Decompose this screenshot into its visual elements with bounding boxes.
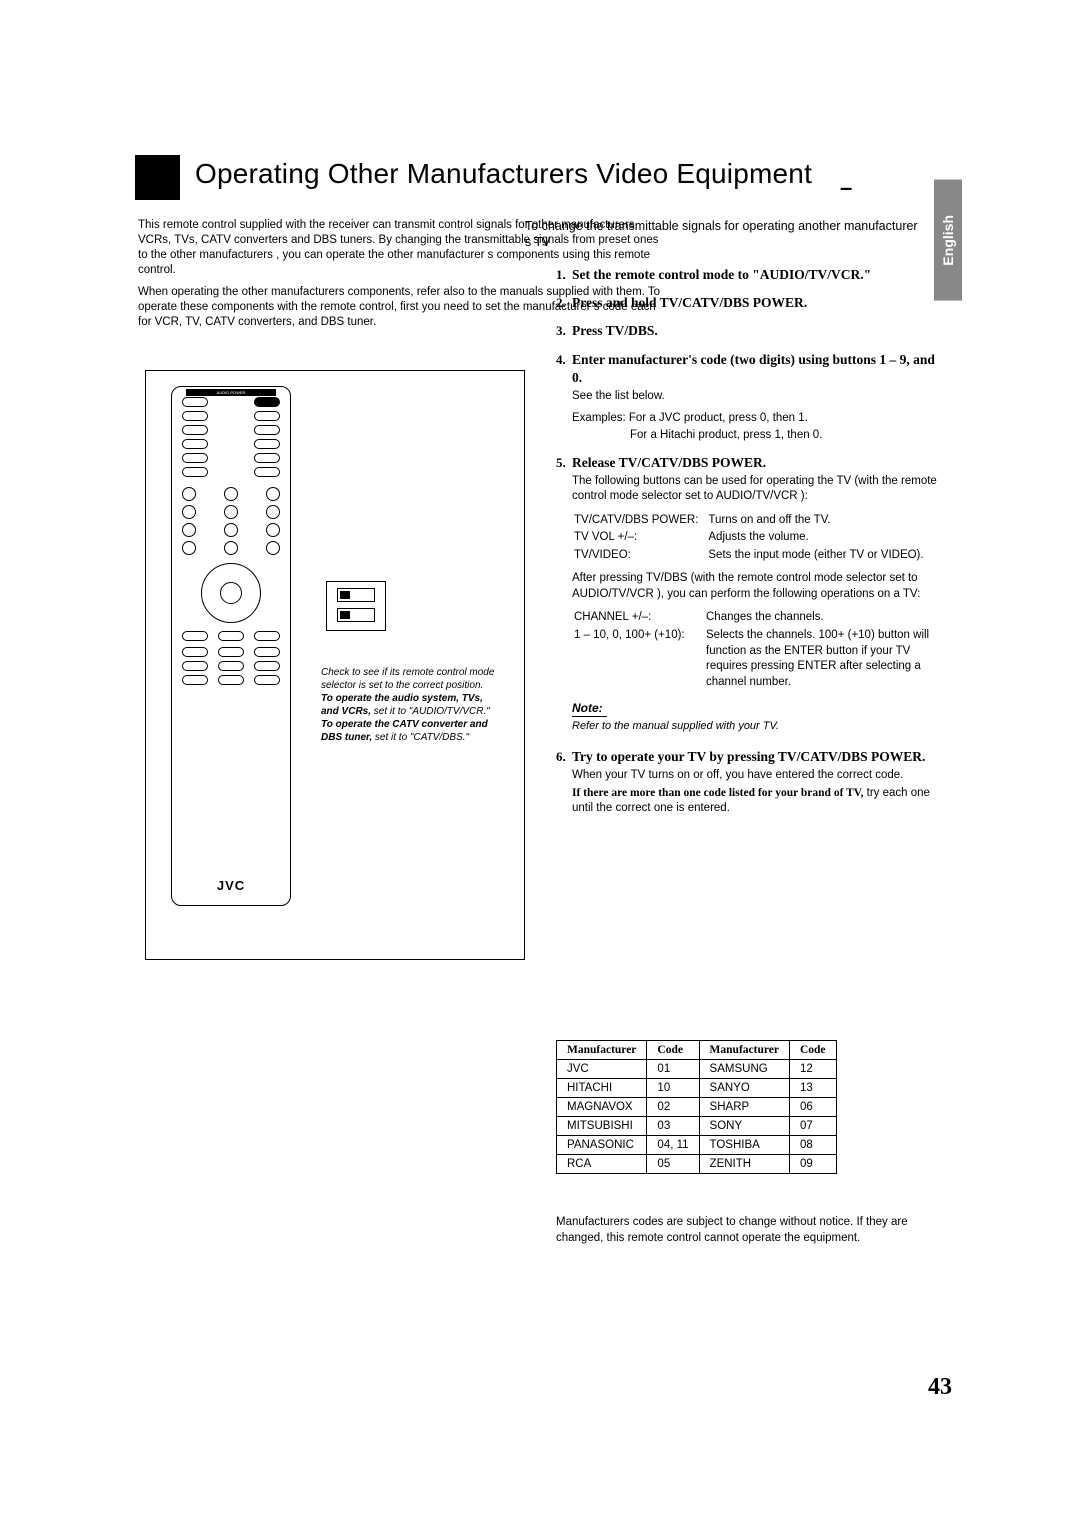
caption-line2: set it to "AUDIO/TV/VCR." [374,706,490,717]
right-intro: To change the transmittable signals for … [525,218,925,251]
caption-line3: set it to "CATV/DBS." [375,732,469,743]
step-6-sub1: When your TV turns on or off, you have e… [572,768,946,784]
note-heading: Note: [572,700,607,717]
jvc-logo: JVC [172,878,290,893]
button-table-2: CHANNEL +/–:Changes the channels. 1 – 10… [572,608,946,692]
title-marker [135,155,180,200]
step-6: Try to operate your TV by pressing TV/CA… [572,749,925,764]
step-3: Press TV/DBS. [572,323,658,338]
step-4-sub3: For a Hitachi product, press 1, then 0. [572,428,946,444]
step-5: Release TV/CATV/DBS POWER. [572,455,766,470]
step-2: Press and hold TV/CATV/DBS POWER. [572,295,807,310]
step-5-sub1: The following buttons can be used for op… [572,474,946,505]
audio-power-label: AUDIO POWER [186,389,276,396]
remote-body: AUDIO POWER JVC [171,386,291,906]
step-4: Enter manufacturer's code (two digits) u… [572,352,935,385]
step-6-bold: If there are more than one code listed f… [572,787,863,799]
step-4-sub1: See the list below. [572,389,946,405]
step-4-sub2: Examples: For a JVC product, press 0, th… [572,411,946,427]
code-table: Manufacturer Code Manufacturer Code JVC0… [556,1040,837,1174]
step-5-sub2: After pressing TV/DBS (with the remote c… [572,571,946,602]
remote-figure: AUDIO POWER JVC Check to see if its remo… [145,370,525,960]
switch-diagram [326,581,386,631]
button-table-1: TV/CATV/DBS POWER:Turns on and off the T… [572,511,934,566]
caption-line1: Check to see if its remote control mode … [321,667,494,691]
note-text: Refer to the manual supplied with your T… [572,719,946,734]
page-title: Operating Other Manufacturers Video Equi… [195,158,812,190]
steps-block: 1.Set the remote control mode to "AUDIO/… [556,266,946,827]
title-dash: – [840,175,852,201]
table-footnote: Manufacturers codes are subject to chang… [556,1215,946,1246]
step-1: Set the remote control mode to "AUDIO/TV… [572,267,871,282]
page-number: 43 [928,1374,952,1401]
dpad-icon [201,563,261,623]
remote-caption: Check to see if its remote control mode … [321,666,501,744]
